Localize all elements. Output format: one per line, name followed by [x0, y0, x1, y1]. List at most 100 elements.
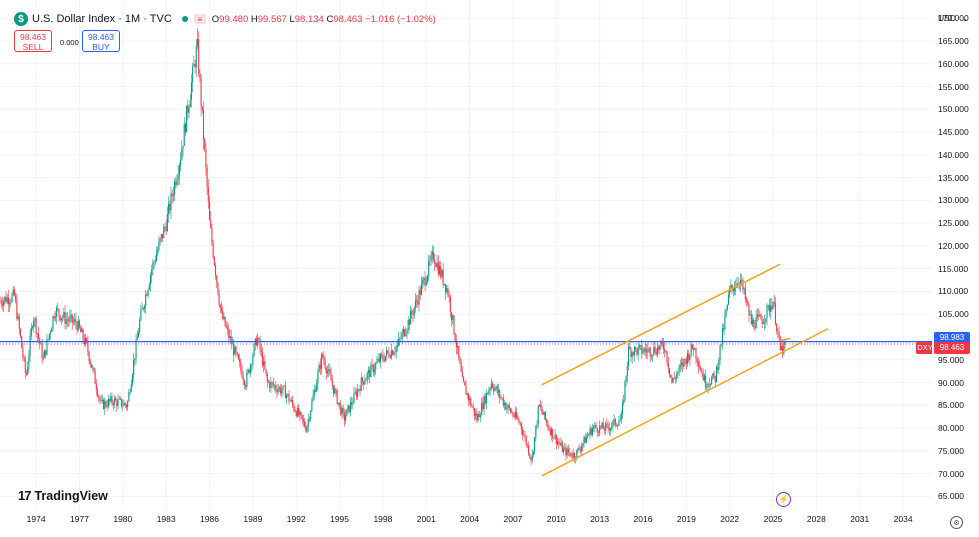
candle-body-up — [624, 381, 626, 401]
candle-body-up — [400, 338, 402, 340]
candle-body-up — [9, 302, 11, 305]
candle-body-up — [494, 388, 496, 391]
candle-body-down — [528, 445, 530, 455]
candle-body-up — [490, 383, 492, 389]
candle-body-down — [288, 393, 290, 402]
price-axis-label: 98.983 — [934, 331, 970, 344]
candle-body-up — [246, 372, 248, 387]
candle-body-down — [112, 402, 114, 406]
candle-body-down — [378, 358, 380, 363]
candle-body-down — [184, 124, 186, 133]
candle-body-up — [428, 260, 430, 276]
candle-body-up — [497, 390, 500, 393]
candle-body-up — [172, 194, 174, 197]
candle-body-down — [655, 352, 657, 355]
candle-body-up — [72, 321, 75, 323]
candle-body-down — [245, 385, 247, 387]
candle-body-up — [334, 388, 336, 394]
x-tick-label: 1986 — [200, 514, 219, 524]
candle-body-down — [387, 350, 389, 353]
candle-body-up — [414, 300, 416, 308]
candle-body-down — [454, 333, 456, 342]
candle-body-up — [418, 290, 420, 305]
candle-body-down — [597, 432, 600, 433]
candle-body-down — [713, 373, 715, 377]
candle-body-down — [768, 305, 770, 312]
candle-body-down — [600, 425, 602, 428]
candle-body-up — [489, 388, 491, 391]
candle-body-down — [644, 348, 646, 351]
candle-body-down — [35, 318, 37, 334]
candle-body-up — [151, 269, 153, 276]
candle-body-up — [40, 343, 42, 345]
candle-body-down — [214, 265, 217, 276]
candle-body-up — [148, 284, 150, 290]
candle-body-down — [524, 435, 526, 437]
candle-body-down — [80, 327, 82, 333]
x-tick-label: 1983 — [156, 514, 176, 524]
buy-button[interactable]: 98.463 BUY — [82, 30, 120, 52]
candle-body-down — [753, 319, 755, 328]
candle-body-down — [635, 347, 637, 349]
candle-body-down — [629, 346, 631, 350]
candle-body-down — [24, 358, 26, 373]
time-axis[interactable]: 1974 1977 1980 1983 1986 1989 1992 1995 1998 2001… — [0, 510, 932, 537]
candle-body-down — [463, 376, 465, 382]
candle-body-up — [104, 401, 106, 409]
price-chart[interactable] — [0, 0, 932, 510]
candle-body-up — [689, 355, 691, 361]
candle-body-up — [626, 365, 628, 376]
chevron-down-icon: ⌄ — [961, 16, 968, 23]
candle-body-up — [709, 384, 711, 386]
candle-body-down — [230, 336, 232, 345]
candle-body-up — [756, 314, 758, 318]
tradingview-logo[interactable]: 17 TradingView — [18, 488, 108, 503]
candle-body-down — [283, 385, 285, 387]
price-axis[interactable]: USD ⌄ 65.000 70.000 75.000 80.000 85.000 90.00… — [932, 0, 979, 537]
candle-body-down — [417, 301, 419, 305]
symbol-title[interactable]: U.S. Dollar Index · 1M · TVC — [32, 13, 172, 25]
candle-body-down — [630, 349, 632, 357]
candle-body-up — [507, 405, 509, 408]
candle-body-up — [715, 367, 718, 382]
chart-area[interactable]: $ U.S. Dollar Index · 1M · TVC ≡ O99.480… — [0, 0, 934, 510]
y-tick-label: 150.000 — [938, 104, 969, 115]
candle-body-down — [324, 361, 326, 369]
candle-body-down — [432, 251, 435, 260]
candle-body-down — [41, 343, 43, 359]
candle-body-up — [535, 425, 537, 438]
buy-label: BUY — [92, 42, 110, 52]
candle-body-up — [623, 400, 625, 403]
candle-body-up — [384, 355, 386, 362]
candle-body-down — [737, 283, 739, 285]
candle-body-up — [345, 416, 347, 421]
x-tick-label: 1980 — [113, 514, 133, 524]
candle-body-down — [201, 106, 203, 110]
currency-selector[interactable]: USD ⌄ — [938, 13, 968, 23]
ohlc-toggle-icon[interactable]: ≡ — [193, 14, 206, 24]
candle-body-down — [369, 370, 371, 378]
candle-body-down — [559, 443, 561, 446]
y-tick-label: 115.000 — [938, 263, 969, 274]
flash-icon[interactable]: ⚡ — [776, 492, 791, 507]
sell-button[interactable]: 98.463 SELL — [14, 30, 52, 52]
candle-body-up — [443, 283, 445, 285]
candle-body-down — [304, 421, 306, 427]
candle-body-up — [770, 305, 772, 312]
candle-body-up — [92, 367, 94, 369]
candle-body-down — [435, 264, 437, 268]
candle-body-up — [479, 415, 481, 418]
candle-body-down — [636, 348, 638, 355]
candle-body-down — [500, 397, 502, 398]
candle-body-up — [436, 262, 438, 268]
candle-body-down — [505, 403, 507, 410]
candle-body-down — [697, 362, 699, 367]
settings-icon[interactable]: ⚙ — [950, 516, 963, 529]
candle-body-up — [30, 327, 32, 336]
candle-body-down — [103, 399, 105, 409]
candle-body-down — [412, 314, 414, 316]
candle-body-down — [742, 279, 744, 290]
y-tick-label: 110.000 — [938, 286, 969, 297]
candle-body-up — [74, 319, 76, 322]
candle-body-up — [749, 314, 751, 316]
